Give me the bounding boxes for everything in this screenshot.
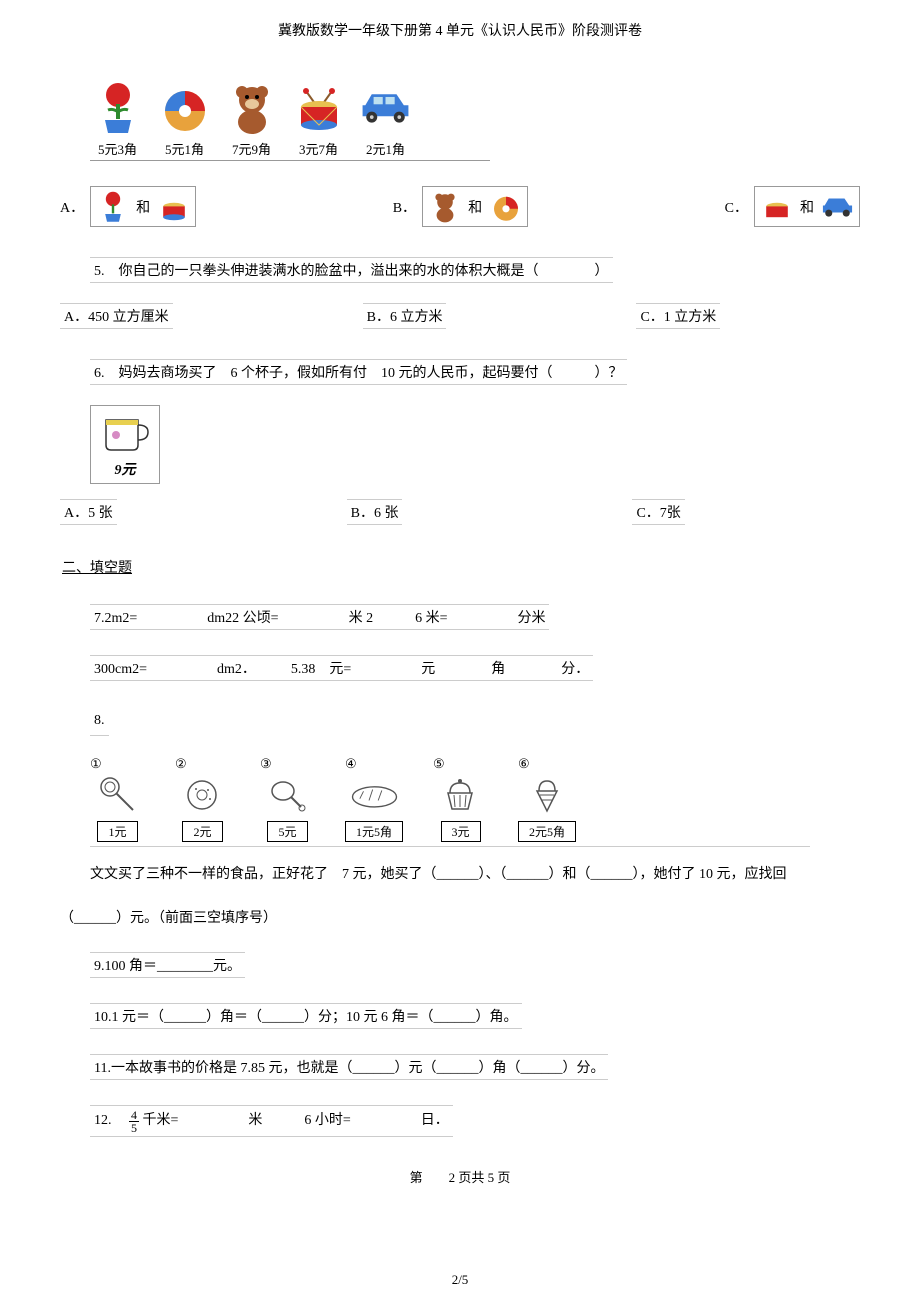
option-label-c: C． (725, 197, 748, 217)
item-flower: 5元3角 (90, 80, 145, 158)
food-num: ③ (260, 756, 272, 772)
cup-block: 9元 (90, 405, 160, 484)
ball-icon (488, 189, 523, 224)
food-num: ④ (345, 756, 357, 772)
question-6: 6. 妈妈去商场买了 6 个杯子，假如所有付 10 元的人民币，起码要付（ ）？ (90, 359, 627, 385)
fraction: 4 5 (129, 1109, 139, 1134)
food-price: 3元 (441, 821, 481, 842)
cup-icon (98, 410, 153, 455)
item-ball: 5元1角 (157, 80, 212, 158)
q6-opt-b: B．6 张 (347, 499, 403, 525)
q5-answers: A．450 立方厘米 B．6 立方米 C．1 立方米 (60, 303, 860, 329)
q6-opt-c: C．7张 (632, 499, 684, 525)
fill-q7-line1: 7.2m2= dm22 公顷= 米 2 6 米= 分米 (90, 604, 549, 630)
option-c: C． 和 (725, 186, 860, 227)
option-label-b: B． (393, 197, 416, 217)
q5-opt-c: C．1 立方米 (636, 303, 720, 329)
and-text: 和 (136, 197, 150, 217)
bear-icon (427, 189, 462, 224)
car-icon (358, 80, 413, 135)
food-num: ⑤ (433, 756, 445, 772)
drumstick-icon (260, 772, 315, 817)
question-10: 10.1 元＝（______）角＝（______）分；10 元 6 角＝（___… (90, 1003, 522, 1029)
option-b: B． 和 (393, 186, 528, 227)
food-price: 2元 (182, 821, 222, 842)
q5-opt-a: A．450 立方厘米 (60, 303, 173, 329)
and-text: 和 (468, 197, 482, 217)
price-label: 7元9角 (232, 139, 271, 158)
food-lollipop: ① 1元 (90, 756, 145, 842)
food-icecream: ⑥ 2元5角 (518, 756, 576, 842)
and-text: 和 (800, 197, 814, 217)
q6-answers: A．5 张 B．6 张 C．7张 (60, 499, 860, 525)
q6-opt-a: A．5 张 (60, 499, 117, 525)
q4-options: A． 和 B． 和 C． 和 (60, 186, 860, 227)
q8-text2: （______）元。（前面三空填序号） (60, 907, 860, 927)
price-label: 5元1角 (165, 139, 204, 158)
ball-icon (157, 80, 212, 135)
frac-den: 5 (129, 1122, 139, 1134)
item-drum: 3元7角 (291, 80, 346, 158)
food-cupcake: ⑤ 3元 (433, 756, 488, 842)
bear-icon (224, 80, 279, 135)
price-label: 3元7角 (299, 139, 338, 158)
q8-text1: 文文买了三种不一样的食品，正好花了 7 元，她买了（______）、（_____… (90, 862, 860, 887)
food-price: 1元 (97, 821, 137, 842)
option-a: A． 和 (60, 186, 196, 227)
food-price: 5元 (267, 821, 307, 842)
item-list: 5元3角 5元1角 7元9角 (90, 80, 490, 161)
donut-icon (175, 772, 230, 817)
price-label: 2元1角 (366, 139, 405, 158)
food-num: ② (175, 756, 187, 772)
flower-icon (95, 189, 130, 224)
food-donut: ② 2元 (175, 756, 230, 842)
drum-icon (156, 189, 191, 224)
drum-icon (759, 189, 794, 224)
lollipop-icon (90, 772, 145, 817)
question-12: 12. 4 5 千米= 米 6 小时= 日． (90, 1105, 453, 1136)
question-5: 5. 你自己的一只拳头伸进装满水的脸盆中，溢出来的水的体积大概是（ ） (90, 257, 613, 283)
question-9: 9.100 角＝________元。 (90, 952, 245, 978)
car-icon (820, 189, 855, 224)
frac-num: 4 (129, 1109, 139, 1122)
food-num: ⑥ (518, 756, 530, 772)
question-11: 11.一本故事书的价格是 7.85 元，也就是（______）元（______）… (90, 1054, 608, 1080)
food-price: 1元5角 (345, 821, 403, 842)
option-label-a: A． (60, 197, 84, 217)
page-number: 2/5 (0, 1272, 920, 1288)
q12-prefix: 12. (94, 1113, 126, 1128)
food-price: 2元5角 (518, 821, 576, 842)
q12-suffix: 千米= 米 6 小时= 日． (143, 1113, 449, 1128)
food-bread: ④ 1元5角 (345, 756, 403, 842)
icecream-icon (520, 772, 575, 817)
bread-icon (347, 772, 402, 817)
cup-price: 9元 (95, 459, 155, 479)
cupcake-icon (433, 772, 488, 817)
page-title: 冀教版数学一年级下册第 4 单元《认识人民币》阶段测评卷 (60, 20, 860, 40)
food-list: ① 1元 ② 2元 ③ 5元 ④ 1元5角 ⑤ 3元 ⑥ (90, 756, 810, 847)
flower-icon (90, 80, 145, 135)
price-label: 5元3角 (98, 139, 137, 158)
q5-opt-b: B．6 立方米 (363, 303, 447, 329)
food-num: ① (90, 756, 102, 772)
food-drumstick: ③ 5元 (260, 756, 315, 842)
item-bear: 7元9角 (224, 80, 279, 158)
q8-label: 8. (90, 706, 109, 736)
fill-q7-line2: 300cm2= dm2． 5.38 元= 元 角 分． (90, 655, 593, 681)
item-car: 2元1角 (358, 80, 413, 158)
drum-icon (291, 80, 346, 135)
page-footer: 第 2 页共 5 页 (60, 1167, 860, 1186)
section-2-title: 二、填空题 (60, 555, 134, 579)
